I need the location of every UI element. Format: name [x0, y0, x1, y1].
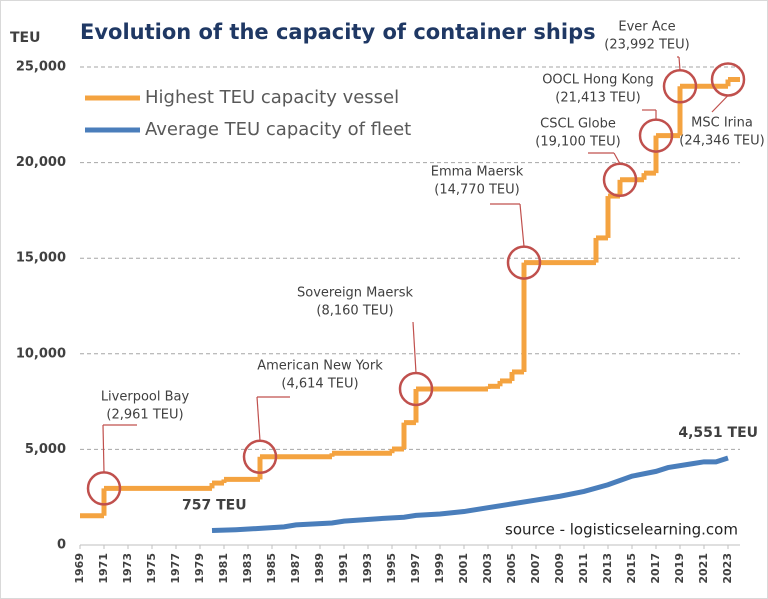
- annotation-value: (21,413 TEU): [555, 91, 640, 106]
- annotation-value: (23,992 TEU): [604, 38, 689, 53]
- x-tick-label: 2009: [553, 553, 566, 584]
- annotation-name: CSCL Globe: [540, 117, 616, 132]
- annotation-circle: [506, 245, 542, 280]
- value-label: 4,551 TEU: [678, 425, 758, 441]
- annotation-value: (14,770 TEU): [434, 183, 519, 198]
- y-tick-label: 5,000: [25, 442, 66, 457]
- x-tick-label: 1991: [337, 553, 350, 584]
- x-tick-label: 1981: [217, 553, 230, 584]
- annotation-name: American New York: [257, 359, 383, 374]
- x-tick-label: 1973: [121, 553, 134, 584]
- annotation-circle: [602, 162, 638, 198]
- annotation-value: (4,614 TEU): [281, 377, 358, 392]
- annotation-value: (2,961 TEU): [106, 408, 183, 423]
- x-tick-label: 1971: [97, 553, 110, 584]
- x-tick-label: 1969: [73, 553, 86, 584]
- x-tick-label: 2019: [673, 553, 686, 584]
- x-tick-label: 1999: [433, 553, 446, 584]
- leader-line: [711, 95, 729, 113]
- annotation-name: OOCL Hong Kong: [542, 73, 654, 88]
- legend-label: Average TEU capacity of fleet: [145, 119, 411, 140]
- legend-label: Highest TEU capacity vessel: [145, 87, 399, 108]
- leader-line: [613, 152, 621, 165]
- x-tick-label: 1997: [409, 553, 422, 584]
- x-tick-label: 1983: [241, 553, 254, 584]
- leader-line: [102, 424, 105, 473]
- leader-line: [256, 396, 261, 441]
- annotation-circle: [662, 69, 698, 104]
- leader-line: [519, 203, 525, 247]
- y-axis-label: TEU: [10, 30, 40, 46]
- x-tick-label: 1977: [169, 553, 182, 584]
- leader-line: [412, 321, 417, 374]
- x-tick-label: 1985: [265, 553, 278, 584]
- x-tick-label: 1993: [361, 553, 374, 584]
- x-tick-label: 2007: [529, 553, 542, 584]
- x-tick-label: 1975: [145, 553, 158, 584]
- annotation-name: Ever Ace: [618, 20, 675, 35]
- leader-line: [678, 56, 681, 71]
- y-tick-label: 25,000: [16, 60, 66, 75]
- annotation-circle: [638, 118, 674, 153]
- x-tick-label: 2023: [721, 553, 734, 584]
- source: source - logisticselearning.com: [505, 521, 738, 539]
- annotation-name: MSC Irina: [691, 116, 753, 131]
- y-tick-label: 0: [57, 538, 66, 553]
- value-label: 757 TEU: [182, 498, 247, 514]
- chart-title: Evolution of the capacity of container s…: [80, 20, 596, 44]
- x-tick-label: 1989: [313, 553, 326, 584]
- x-tick-label: 2001: [457, 553, 470, 584]
- annotation-name: Emma Maersk: [431, 165, 524, 180]
- annotation-name: Sovereign Maersk: [297, 286, 413, 301]
- x-tick-label: 2021: [697, 553, 710, 584]
- x-tick-label: 2013: [601, 553, 614, 584]
- x-tick-label: 2003: [481, 553, 494, 584]
- x-tick-label: 2011: [577, 553, 590, 584]
- annotation-value: (24,346 TEU): [679, 134, 764, 149]
- annotation-circle: [398, 371, 434, 407]
- x-tick-label: 2017: [649, 553, 662, 584]
- x-tick-label: 2005: [505, 553, 518, 584]
- y-tick-label: 15,000: [16, 251, 66, 266]
- y-tick-label: 10,000: [16, 346, 66, 361]
- annotation-value: (19,100 TEU): [535, 135, 620, 150]
- annotation-value: (8,160 TEU): [316, 304, 393, 319]
- x-tick-label: 1987: [289, 553, 302, 584]
- x-tick-label: 1995: [385, 553, 398, 584]
- x-tick-label: 2015: [625, 553, 638, 584]
- line: [211, 455, 729, 534]
- annotation-circle: [86, 471, 122, 506]
- x-tick-label: 1979: [193, 553, 206, 584]
- annotation-name: Liverpool Bay: [101, 390, 190, 405]
- annotation-circle: [710, 62, 746, 97]
- y-tick-label: 20,000: [16, 155, 66, 170]
- annotation-circle: [242, 439, 278, 475]
